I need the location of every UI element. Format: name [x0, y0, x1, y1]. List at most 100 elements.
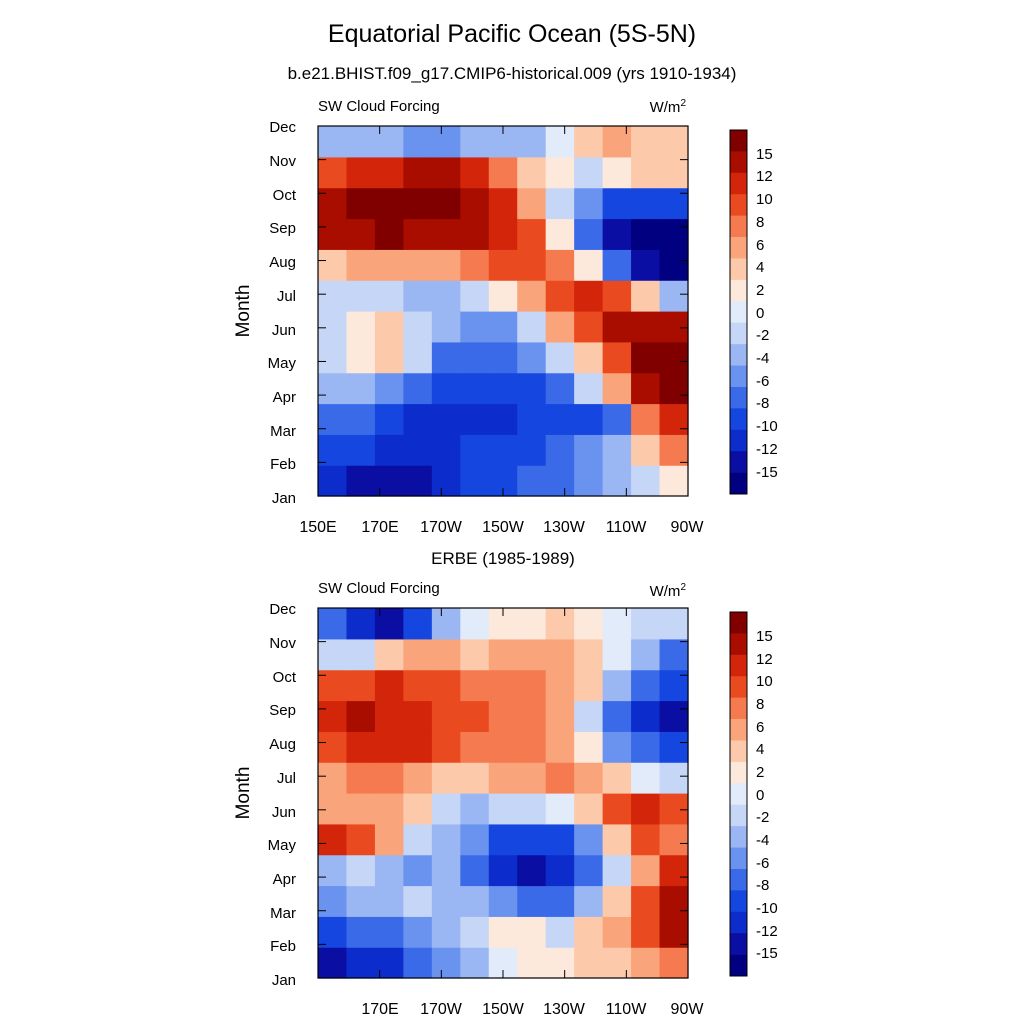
heatmap-cell — [318, 823, 348, 856]
heatmap-cell — [517, 916, 547, 948]
colorbar-swatch — [730, 868, 747, 891]
heatmap-cell — [403, 156, 433, 189]
heatmap-cell — [431, 916, 461, 948]
heatmap-cell — [403, 372, 433, 405]
colorbar-swatch — [730, 954, 747, 977]
heatmap-cell — [545, 311, 575, 343]
heatmap-cell — [488, 793, 518, 825]
heatmap-cell — [517, 434, 547, 466]
colorbar-label: -8 — [756, 877, 769, 894]
heatmap-cell — [574, 218, 604, 250]
heatmap-cell — [431, 372, 461, 405]
colorbar-swatch — [730, 130, 747, 152]
heatmap-cell — [488, 916, 518, 948]
y-tick-label: Dec — [269, 119, 296, 136]
x-tick-label: 150W — [482, 1001, 525, 1018]
heatmap-cell — [659, 465, 689, 497]
ticks-2 — [317, 607, 689, 979]
heatmap-cell — [488, 372, 518, 405]
heatmap-cell — [545, 793, 575, 825]
heatmap-cell — [631, 341, 661, 374]
heatmap-cell — [545, 762, 575, 794]
y-tick-label: Nov — [269, 153, 296, 170]
heatmap-cell — [374, 372, 404, 405]
y-tick-labels-1: Jan Feb Mar Apr May Jun Jul Aug Sep Oct … — [268, 119, 297, 507]
heatmap-cell — [431, 947, 461, 979]
heatmap-cell — [460, 916, 490, 948]
colorbar-label: 12 — [756, 651, 773, 668]
heatmap-cell — [545, 403, 575, 435]
heatmap-cell — [659, 156, 689, 189]
heatmap-cell — [460, 218, 490, 250]
x-tick-label: 110W — [606, 1001, 648, 1018]
colorbar-label: 8 — [756, 696, 764, 713]
heatmap-cell — [574, 341, 604, 374]
heatmap-cell — [602, 403, 632, 435]
colorbar-swatch — [730, 429, 747, 452]
heatmap-cell — [659, 280, 689, 312]
heatmap-cell — [631, 218, 661, 250]
colorbar-swatch — [730, 783, 747, 805]
heatmap-cell — [346, 372, 376, 405]
heatmap-cell — [517, 885, 547, 917]
heatmap-cell — [460, 156, 490, 189]
heatmap-cell — [431, 885, 461, 917]
heatmap-cell — [403, 731, 433, 763]
heatmap-cell — [346, 403, 376, 435]
heatmap-cell — [574, 638, 604, 671]
heatmap-cell — [659, 669, 689, 702]
heatmap-cell — [631, 280, 661, 312]
colorbar-swatch — [730, 344, 747, 366]
heatmap-cell — [545, 280, 575, 312]
colorbar-label: 10 — [756, 673, 773, 690]
heatmap-cell — [488, 403, 518, 435]
heatmap-cell — [346, 638, 376, 671]
heatmap-cell — [374, 156, 404, 189]
colorbar-1 — [729, 129, 748, 495]
y-tick-label: Mar — [270, 423, 296, 440]
colorbar-label: -4 — [756, 832, 769, 849]
heatmap-cell — [659, 762, 689, 794]
heatmap-cell — [403, 885, 433, 917]
heatmap-cell — [346, 916, 376, 948]
heatmap-cell — [374, 434, 404, 466]
colorbar-frame — [729, 129, 748, 495]
y-tick-label: Nov — [269, 635, 296, 652]
heatmap-cell — [403, 465, 433, 497]
heatmap-cell — [602, 126, 632, 158]
heatmap-cell — [431, 669, 461, 702]
heatmap-cell — [488, 249, 518, 281]
colorbar-label: 4 — [756, 741, 764, 758]
heatmap-cell — [545, 854, 575, 887]
heatmap-cell — [574, 403, 604, 435]
heatmap-cell — [460, 434, 490, 466]
heatmap-cell — [659, 731, 689, 763]
heatmap-cell — [602, 762, 632, 794]
y-tick-label: May — [268, 837, 297, 854]
heatmap-cell — [403, 638, 433, 671]
colorbar-2 — [729, 611, 748, 977]
heatmap-cell — [431, 854, 461, 887]
heatmap-cell — [431, 126, 461, 158]
heatmap-cell — [403, 669, 433, 702]
heatmap-cell — [574, 823, 604, 856]
heatmap-cell — [545, 885, 575, 917]
colorbar-label: 0 — [756, 787, 764, 804]
colorbar-swatch — [730, 386, 747, 409]
heatmap-cell — [318, 249, 348, 281]
colorbar-swatch — [730, 633, 747, 656]
heatmap-cell — [346, 854, 376, 887]
heatmap-cell — [318, 731, 348, 763]
colorbar-label: -15 — [756, 945, 778, 962]
heatmap-cell — [318, 126, 348, 158]
colorbar-swatch — [730, 890, 747, 913]
heatmap-cell — [602, 341, 632, 374]
heatmap-cell — [545, 249, 575, 281]
y-tick-label: Jul — [277, 288, 296, 305]
colorbar-label: -6 — [756, 855, 769, 872]
heatmap-cell — [631, 731, 661, 763]
y-tick-label: Oct — [273, 187, 297, 204]
heatmap-cell — [602, 280, 632, 312]
colorbar-swatch — [730, 365, 747, 388]
heatmap-cell — [318, 156, 348, 189]
